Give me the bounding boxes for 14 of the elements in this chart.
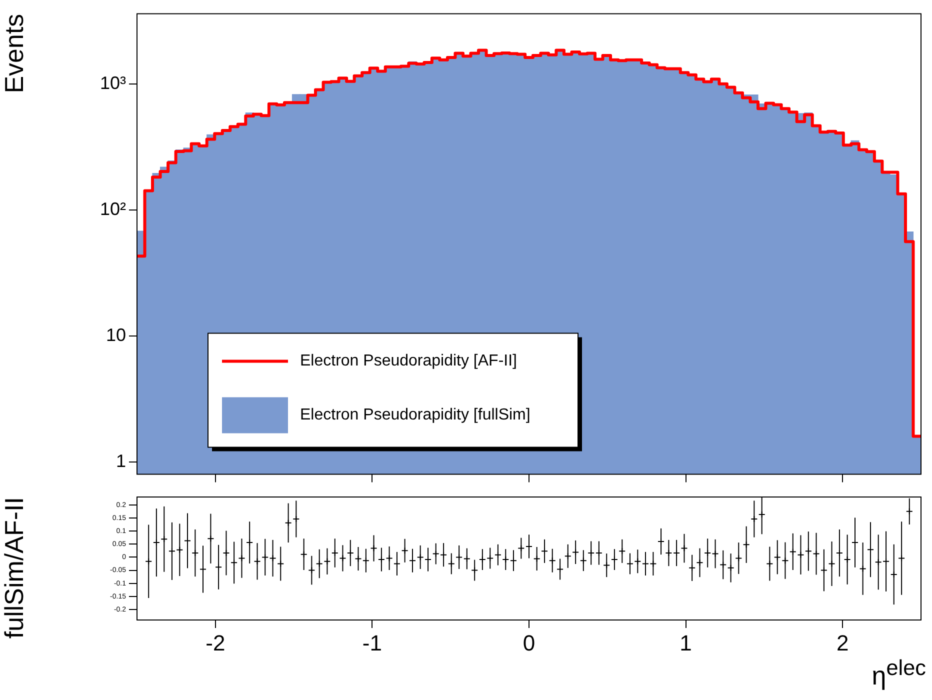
x-axis-title: η$^{elec}$ (872, 655, 926, 692)
y-tick-label: 1 (116, 450, 126, 471)
y-tick-label: 10 (106, 324, 126, 345)
x-tick-label: 2 (836, 630, 849, 656)
x-tick-label: -1 (362, 630, 382, 656)
legend-label: Electron Pseudorapidity [fullSim] (300, 406, 530, 424)
y-axis-title: fullSim/AF-II (0, 497, 29, 639)
legend-label: Electron Pseudorapidity [AF-II] (300, 352, 517, 370)
y-tick-label: 10² (100, 198, 126, 219)
x-tick-label: 0 (522, 630, 536, 656)
x-tick-label: 1 (680, 630, 692, 656)
y-tick-label: 10³ (100, 72, 126, 93)
y-axis-title: Events (0, 14, 29, 94)
x-tick-label: -2 (206, 630, 226, 656)
